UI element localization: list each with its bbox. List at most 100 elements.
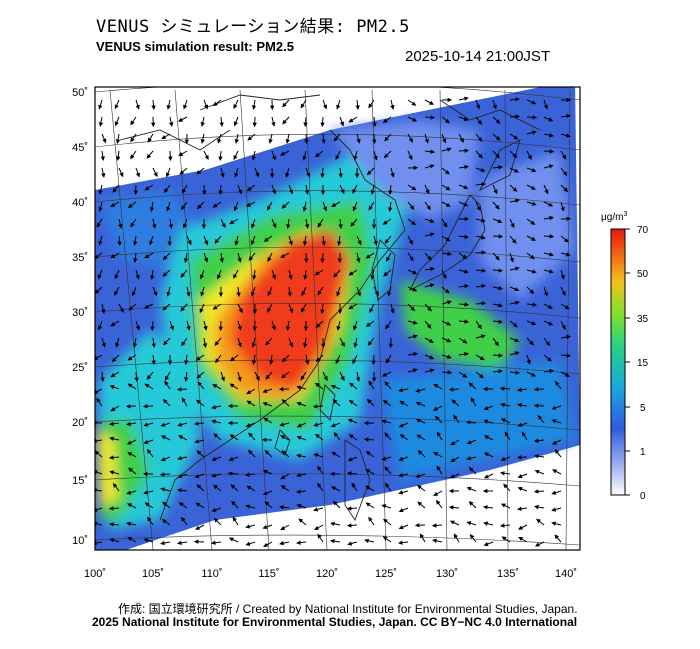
wind-arrow-head: [131, 291, 136, 297]
wind-arrow-head: [143, 490, 149, 495]
wind-arrow-head: [126, 440, 132, 445]
wind-arrow-head: [180, 272, 186, 278]
wind-arrow-head: [352, 188, 357, 195]
wind-arrow-head: [228, 537, 234, 542]
wind-arrow-head: [495, 153, 501, 159]
wind-arrow-head: [98, 240, 103, 246]
wind-arrow-head: [196, 450, 202, 455]
wind-arrow-head: [468, 501, 474, 506]
wind-arrow-head: [499, 386, 505, 391]
wind-arrow-head: [356, 291, 361, 297]
wind-arrow-head: [200, 291, 205, 297]
wind-arrow-head: [546, 356, 552, 362]
lat-label-45: 45˚: [72, 142, 88, 154]
wind-arrow-head: [135, 325, 140, 331]
wind-arrow-head: [165, 172, 171, 178]
wind-arrow-head: [388, 343, 393, 349]
wind-arrow-head: [548, 252, 554, 257]
wind-arrow-head: [410, 306, 416, 312]
wind-arrow-head: [271, 274, 276, 280]
wind-arrow-head: [115, 342, 120, 348]
wind-arrow-head: [288, 240, 293, 246]
wind-arrow-head: [314, 271, 320, 276]
wind-arrow-head: [366, 398, 372, 404]
wind-arrow-head: [514, 287, 520, 292]
wind-arrow-head: [340, 376, 345, 382]
wind-arrow-head: [399, 434, 405, 439]
wind-arrow-head: [330, 384, 336, 389]
wind-arrow-head: [218, 326, 223, 332]
wind-arrow-head: [255, 375, 260, 382]
wind-arrow-head: [302, 343, 308, 349]
wind-arrow-head: [426, 205, 431, 211]
wind-arrow-head: [481, 283, 487, 289]
wind-arrow-head: [181, 341, 186, 347]
wind-arrow-head: [162, 340, 168, 346]
wind-arrow-head: [271, 189, 276, 195]
wind-arrow-head: [562, 171, 568, 177]
wind-arrow-head: [470, 397, 476, 403]
wind-arrow-head: [160, 487, 166, 492]
wind-arrow-head: [515, 370, 521, 375]
wind-arrow-head: [302, 207, 307, 212]
wind-arrow-head: [286, 224, 291, 230]
wind-arrow-head: [114, 290, 119, 296]
wind-arrow-head: [247, 136, 253, 141]
wind-arrow-head: [177, 422, 183, 427]
wind-arrow-head: [512, 187, 518, 193]
wind-arrow-head: [130, 154, 135, 160]
wind-arrow-head: [279, 541, 284, 546]
pm25-map-area: [95, 87, 580, 550]
colorbar-unit: μg/m3: [601, 211, 627, 223]
wind-arrow-head: [296, 504, 302, 509]
wind-arrow-head: [281, 204, 287, 209]
wind-arrow-head: [265, 374, 271, 380]
wind-arrow-head: [149, 207, 155, 213]
wind-arrow-head: [203, 257, 208, 263]
wind-arrow-head: [180, 306, 185, 312]
wind-arrow-head: [498, 165, 504, 170]
wind-arrow-head: [347, 541, 353, 546]
wind-arrow-head: [513, 322, 518, 328]
wind-arrow-head: [371, 224, 377, 230]
wind-arrow-head: [372, 139, 377, 145]
wind-arrow-head: [385, 358, 391, 364]
wind-arrow-head: [229, 383, 235, 388]
wind-arrow-head: [211, 419, 217, 424]
wind-arrow-head: [483, 405, 489, 411]
wind-arrow-head: [108, 421, 114, 427]
wind-arrow-head: [300, 103, 305, 109]
wind-arrow-head: [210, 540, 216, 545]
wind-arrow-head: [144, 502, 150, 507]
wind-arrow-head: [162, 255, 168, 261]
wind-arrow-head: [466, 486, 472, 491]
wind-arrow-head: [494, 341, 499, 347]
lon-label-140: 140˚: [555, 568, 577, 580]
wind-arrow-head: [203, 325, 208, 331]
wind-arrow-head: [382, 536, 388, 541]
wind-arrow-head: [390, 172, 395, 178]
wind-arrow-head: [415, 401, 421, 406]
wind-arrow-head: [296, 435, 302, 441]
wind-arrow-head: [347, 418, 353, 423]
wind-arrow-head: [500, 503, 506, 508]
wind-arrow-head: [296, 385, 302, 390]
wind-arrow-head: [515, 300, 520, 305]
wind-arrow-head: [332, 399, 338, 404]
wind-arrow-head: [483, 435, 490, 440]
wind-arrow-head: [317, 465, 322, 471]
wind-arrow-head: [532, 302, 538, 307]
wind-arrow-head: [211, 507, 217, 512]
wind-arrow-head: [245, 541, 251, 546]
wind-arrow-head: [230, 356, 236, 362]
wind-arrow-head: [101, 342, 106, 348]
wind-arrow-head: [289, 189, 294, 195]
wind-arrow-head: [160, 435, 167, 440]
wind-arrow-head: [109, 538, 115, 543]
wind-arrow-head: [280, 435, 286, 440]
wind-arrow-head: [200, 274, 205, 280]
wind-arrow-head: [432, 406, 439, 411]
wind-arrow-head: [498, 319, 504, 324]
wind-arrow-head: [151, 343, 156, 349]
